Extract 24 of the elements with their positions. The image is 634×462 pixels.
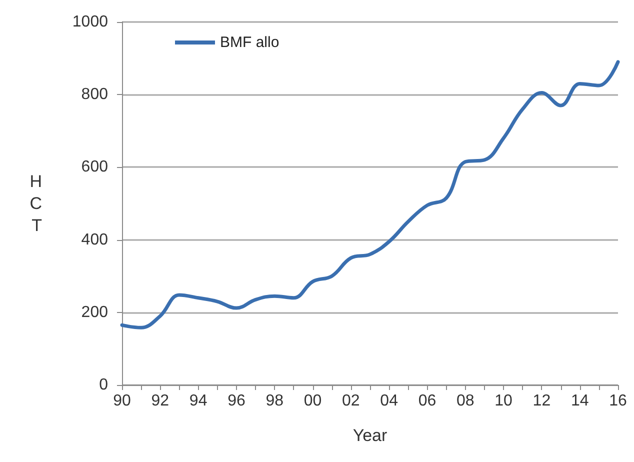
y-axis-title: H C T [30,172,42,235]
x-tick-label: 96 [228,392,246,410]
y-tick-label: 0 [99,376,108,394]
y-tick-label: 1000 [72,14,108,30]
x-tick-label: 02 [342,392,360,410]
x-tick-label: 98 [266,392,284,410]
x-tick-label: 12 [532,392,551,410]
y-tick-label: 800 [81,86,108,104]
y-tick-label: 600 [81,158,108,176]
x-tick-label: 90 [113,392,131,410]
x-tick-label: 08 [456,392,474,410]
legend-label: BMF allo [220,34,280,51]
x-axis-title: Year [352,426,388,445]
x-tick-label: 14 [570,392,589,410]
x-tick-label: 04 [380,392,398,410]
x-tick-label: 00 [304,392,322,410]
x-tick-label: 10 [494,392,513,410]
x-tick-label: 16 [609,392,627,410]
y-tick-label: 200 [81,304,108,321]
x-tick-label: 92 [151,392,170,410]
x-tick-label: 06 [418,392,436,410]
line-series [120,60,620,330]
y-tick-label: 400 [81,231,108,248]
x-tick-label: 94 [189,392,208,410]
